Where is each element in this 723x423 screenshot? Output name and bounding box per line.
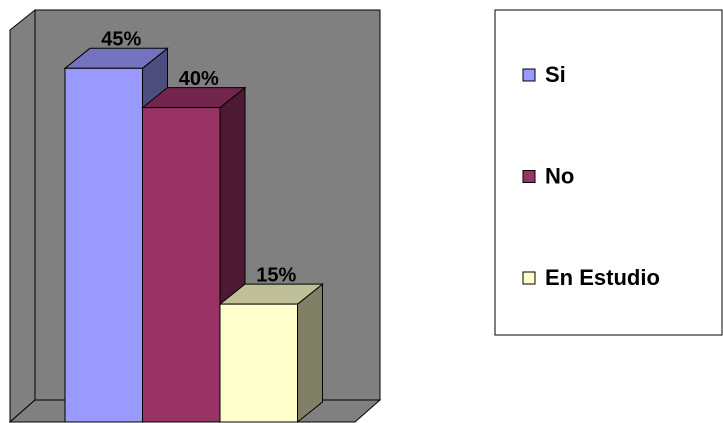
bars: 45% 40% 15%	[63, 29, 324, 423]
legend-label: No	[545, 163, 574, 188]
bar	[64, 67, 143, 423]
legend-label: Si	[545, 62, 566, 87]
bar	[142, 107, 221, 423]
legend: Si No En Estudio	[522, 62, 660, 290]
legend-marker	[522, 68, 536, 82]
bar	[219, 303, 298, 423]
legend-label: En Estudio	[545, 265, 660, 290]
side-wall	[9, 8, 36, 423]
bar-side	[297, 283, 323, 423]
legend-marker	[522, 170, 536, 183]
data-label: 40%	[179, 68, 219, 90]
legend-marker	[522, 271, 536, 285]
data-label: 45%	[101, 29, 141, 51]
data-label: 15%	[256, 264, 296, 286]
